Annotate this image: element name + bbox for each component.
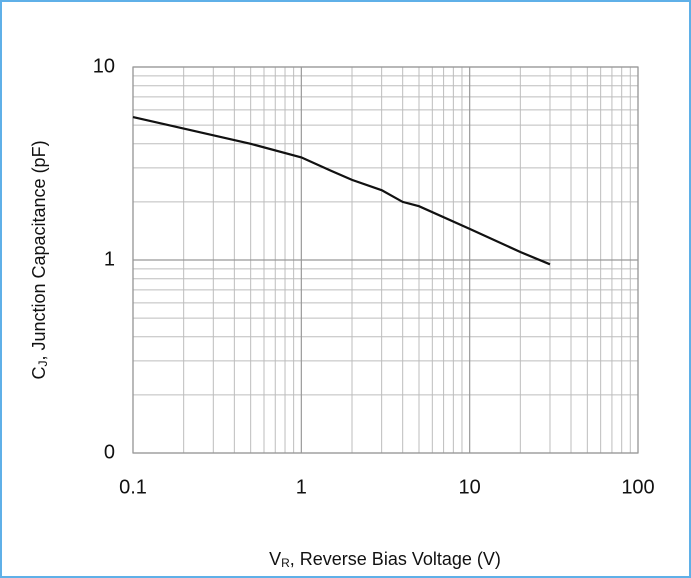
x-label-rest: , Reverse Bias Voltage (V) [290, 549, 501, 569]
y-tick-label: 1 [104, 248, 115, 270]
x-tick-label: 1 [296, 476, 307, 498]
y-tick-label: 10 [93, 55, 115, 77]
x-tick-label: 0.1 [119, 476, 147, 498]
y-label-rest: , Junction Capacitance (pF) [29, 140, 49, 360]
x-tick-label: 100 [621, 476, 654, 498]
x-label-sub: R [281, 556, 290, 570]
data-line [132, 116, 551, 266]
y-label-main: C [29, 367, 49, 380]
x-tick-label: 10 [459, 476, 481, 498]
x-label-main: V [269, 549, 281, 569]
plot-border [132, 66, 639, 454]
x-axis-label: VR, Reverse Bias Voltage (V) [269, 549, 501, 570]
y-tick-label: 0 [104, 441, 115, 463]
y-axis-label: CJ, Junction Capacitance (pF) [29, 140, 50, 379]
y-label-sub: J [36, 361, 50, 367]
